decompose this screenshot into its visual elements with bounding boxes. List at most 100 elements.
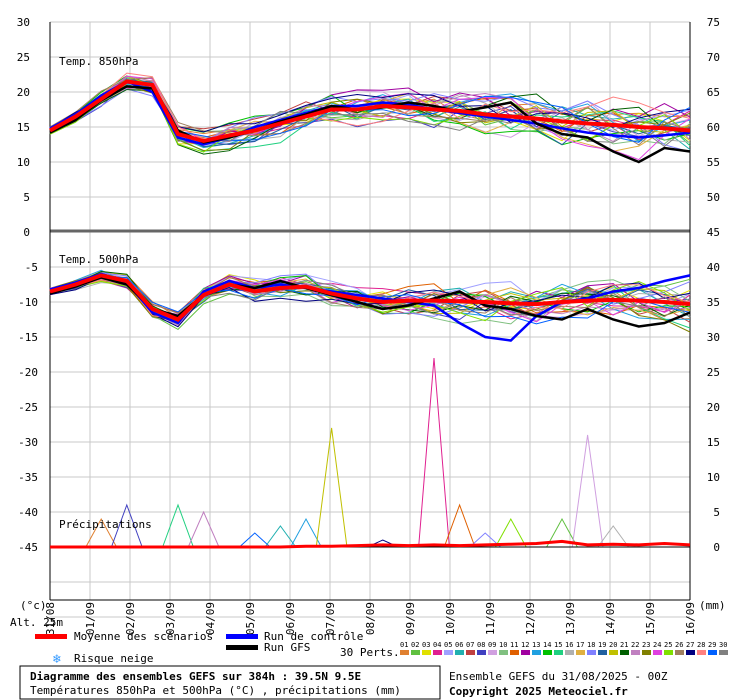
pert-number-label: 11 [510,641,518,649]
y2-tick-label-500: 40 [707,261,720,274]
pert-swatch [433,650,442,655]
mean-line-850 [49,79,691,144]
precip-member-line [239,532,271,548]
pert-number-label: 27 [686,641,694,649]
x-tick-label: 10/09 [444,602,457,635]
footer-title: Diagramme des ensembles GEFS sur 384h : … [30,670,361,683]
pert-swatch [708,650,717,655]
x-tick-label: 31/08 [44,602,57,635]
pert-number-label: 22 [631,641,639,649]
pert-swatch [697,650,706,655]
y-tick-label-850: 30 [17,16,30,29]
pert-swatch [598,650,607,655]
y2-tick-label-850: 45 [707,226,720,239]
pert-number-label: 25 [664,641,672,649]
pert-number-label: 16 [565,641,573,649]
pert-number-label: 02 [411,641,419,649]
pert-swatch [587,650,596,655]
pert-number-label: 23 [642,641,650,649]
pert-swatch [719,650,728,655]
pert-swatch [653,650,662,655]
pert-swatch [521,650,530,655]
y2-tick-label-500: 0 [713,541,720,554]
y-tick-label-500: -40 [18,506,38,519]
pert-swatch [466,650,475,655]
pert-number-label: 01 [400,641,408,649]
pert-swatch [411,650,420,655]
pert-swatch [642,650,651,655]
pert-number-label: 19 [598,641,606,649]
x-tick-label: 13/09 [564,602,577,635]
mean-line-precip [50,539,691,549]
legend-gfs-label: Run GFS [264,641,310,654]
pert-swatch [455,650,464,655]
y2-tick-label-500: 35 [707,296,720,309]
control-line-850 [49,80,691,146]
x-tick-label: 05/09 [244,602,257,635]
pert-swatch [609,650,618,655]
pert-number-label: 06 [455,641,463,649]
y-tick-label-500: -35 [18,471,38,484]
y2-tick-label-850: 65 [707,86,720,99]
y2-tick-label-850: 75 [707,16,720,29]
pert-swatch [499,650,508,655]
x-tick-label: 04/09 [204,602,217,635]
pert-number-label: 20 [609,641,617,649]
precip-member-line [495,517,527,548]
pert-swatch [444,650,453,655]
legend-control-swatch [226,634,258,639]
pert-number-label: 03 [422,641,430,649]
y2-tick-label-850: 55 [707,156,720,169]
y2-tick-label-500: 20 [707,401,720,414]
snowflake-icon: ❄ [52,652,61,667]
pert-number-label: 05 [444,641,452,649]
legend-control-label: Run de contrôle [264,630,363,643]
x-tick-label: 09/09 [404,602,417,635]
x-tick-label: 02/09 [124,602,137,635]
pert-number-label: 08 [477,641,485,649]
perts-label: 30 Perts. [340,646,400,659]
pert-line-500 [49,276,691,318]
legend-mean-swatch [35,634,67,639]
pert-number-label: 09 [488,641,496,649]
y-tick-label-850: 0 [23,226,30,239]
pert-swatch [510,650,519,655]
footer-copyright: Copyright 2025 Meteociel.fr [449,685,628,698]
y2-tick-label-500: 10 [707,471,720,484]
panel-title-500hpa: Temp. 500hPa [59,253,138,266]
y-tick-label-850: 15 [17,121,30,134]
x-tick-label: 03/09 [164,602,177,635]
legend-gfs-swatch [226,645,258,650]
x-tick-label: 16/09 [684,602,697,635]
pert-number-label: 07 [466,641,474,649]
perturbation-legend: 01 02 03 04 05 06 07 08 09 10 11 12 13 14 15 16 17 18 19 20… [400,641,728,655]
pert-number-label: 17 [576,641,584,649]
y-tick-label-500: -15 [18,331,38,344]
y-tick-label-850: 10 [17,156,30,169]
precip-member-line [85,517,117,548]
y2-tick-label-850: 70 [707,51,720,64]
precip-member-line [546,517,578,548]
pert-swatch [620,650,629,655]
pert-number-label: 18 [587,641,595,649]
precip-member-line [264,525,297,548]
pert-swatch [565,650,574,655]
pert-number-label: 21 [620,641,628,649]
mean-line-500 [49,273,691,322]
y-tick-label-500: -25 [18,401,38,414]
footer-box [19,665,441,700]
pert-swatch [554,650,563,655]
pert-number-label: 14 [543,641,551,649]
x-tick-label: 15/09 [644,602,657,635]
y-tick-label-850: 20 [17,86,30,99]
pert-line-850 [49,88,691,153]
pert-swatch [400,650,409,655]
precip-member-line [110,503,143,548]
y-tick-label-850: 25 [17,51,30,64]
pert-swatch [686,650,695,655]
y2-tick-label-500: 15 [707,436,720,449]
pert-number-label: 30 [719,641,727,649]
precip-member-line [418,357,450,548]
precip-member-line [597,525,629,548]
